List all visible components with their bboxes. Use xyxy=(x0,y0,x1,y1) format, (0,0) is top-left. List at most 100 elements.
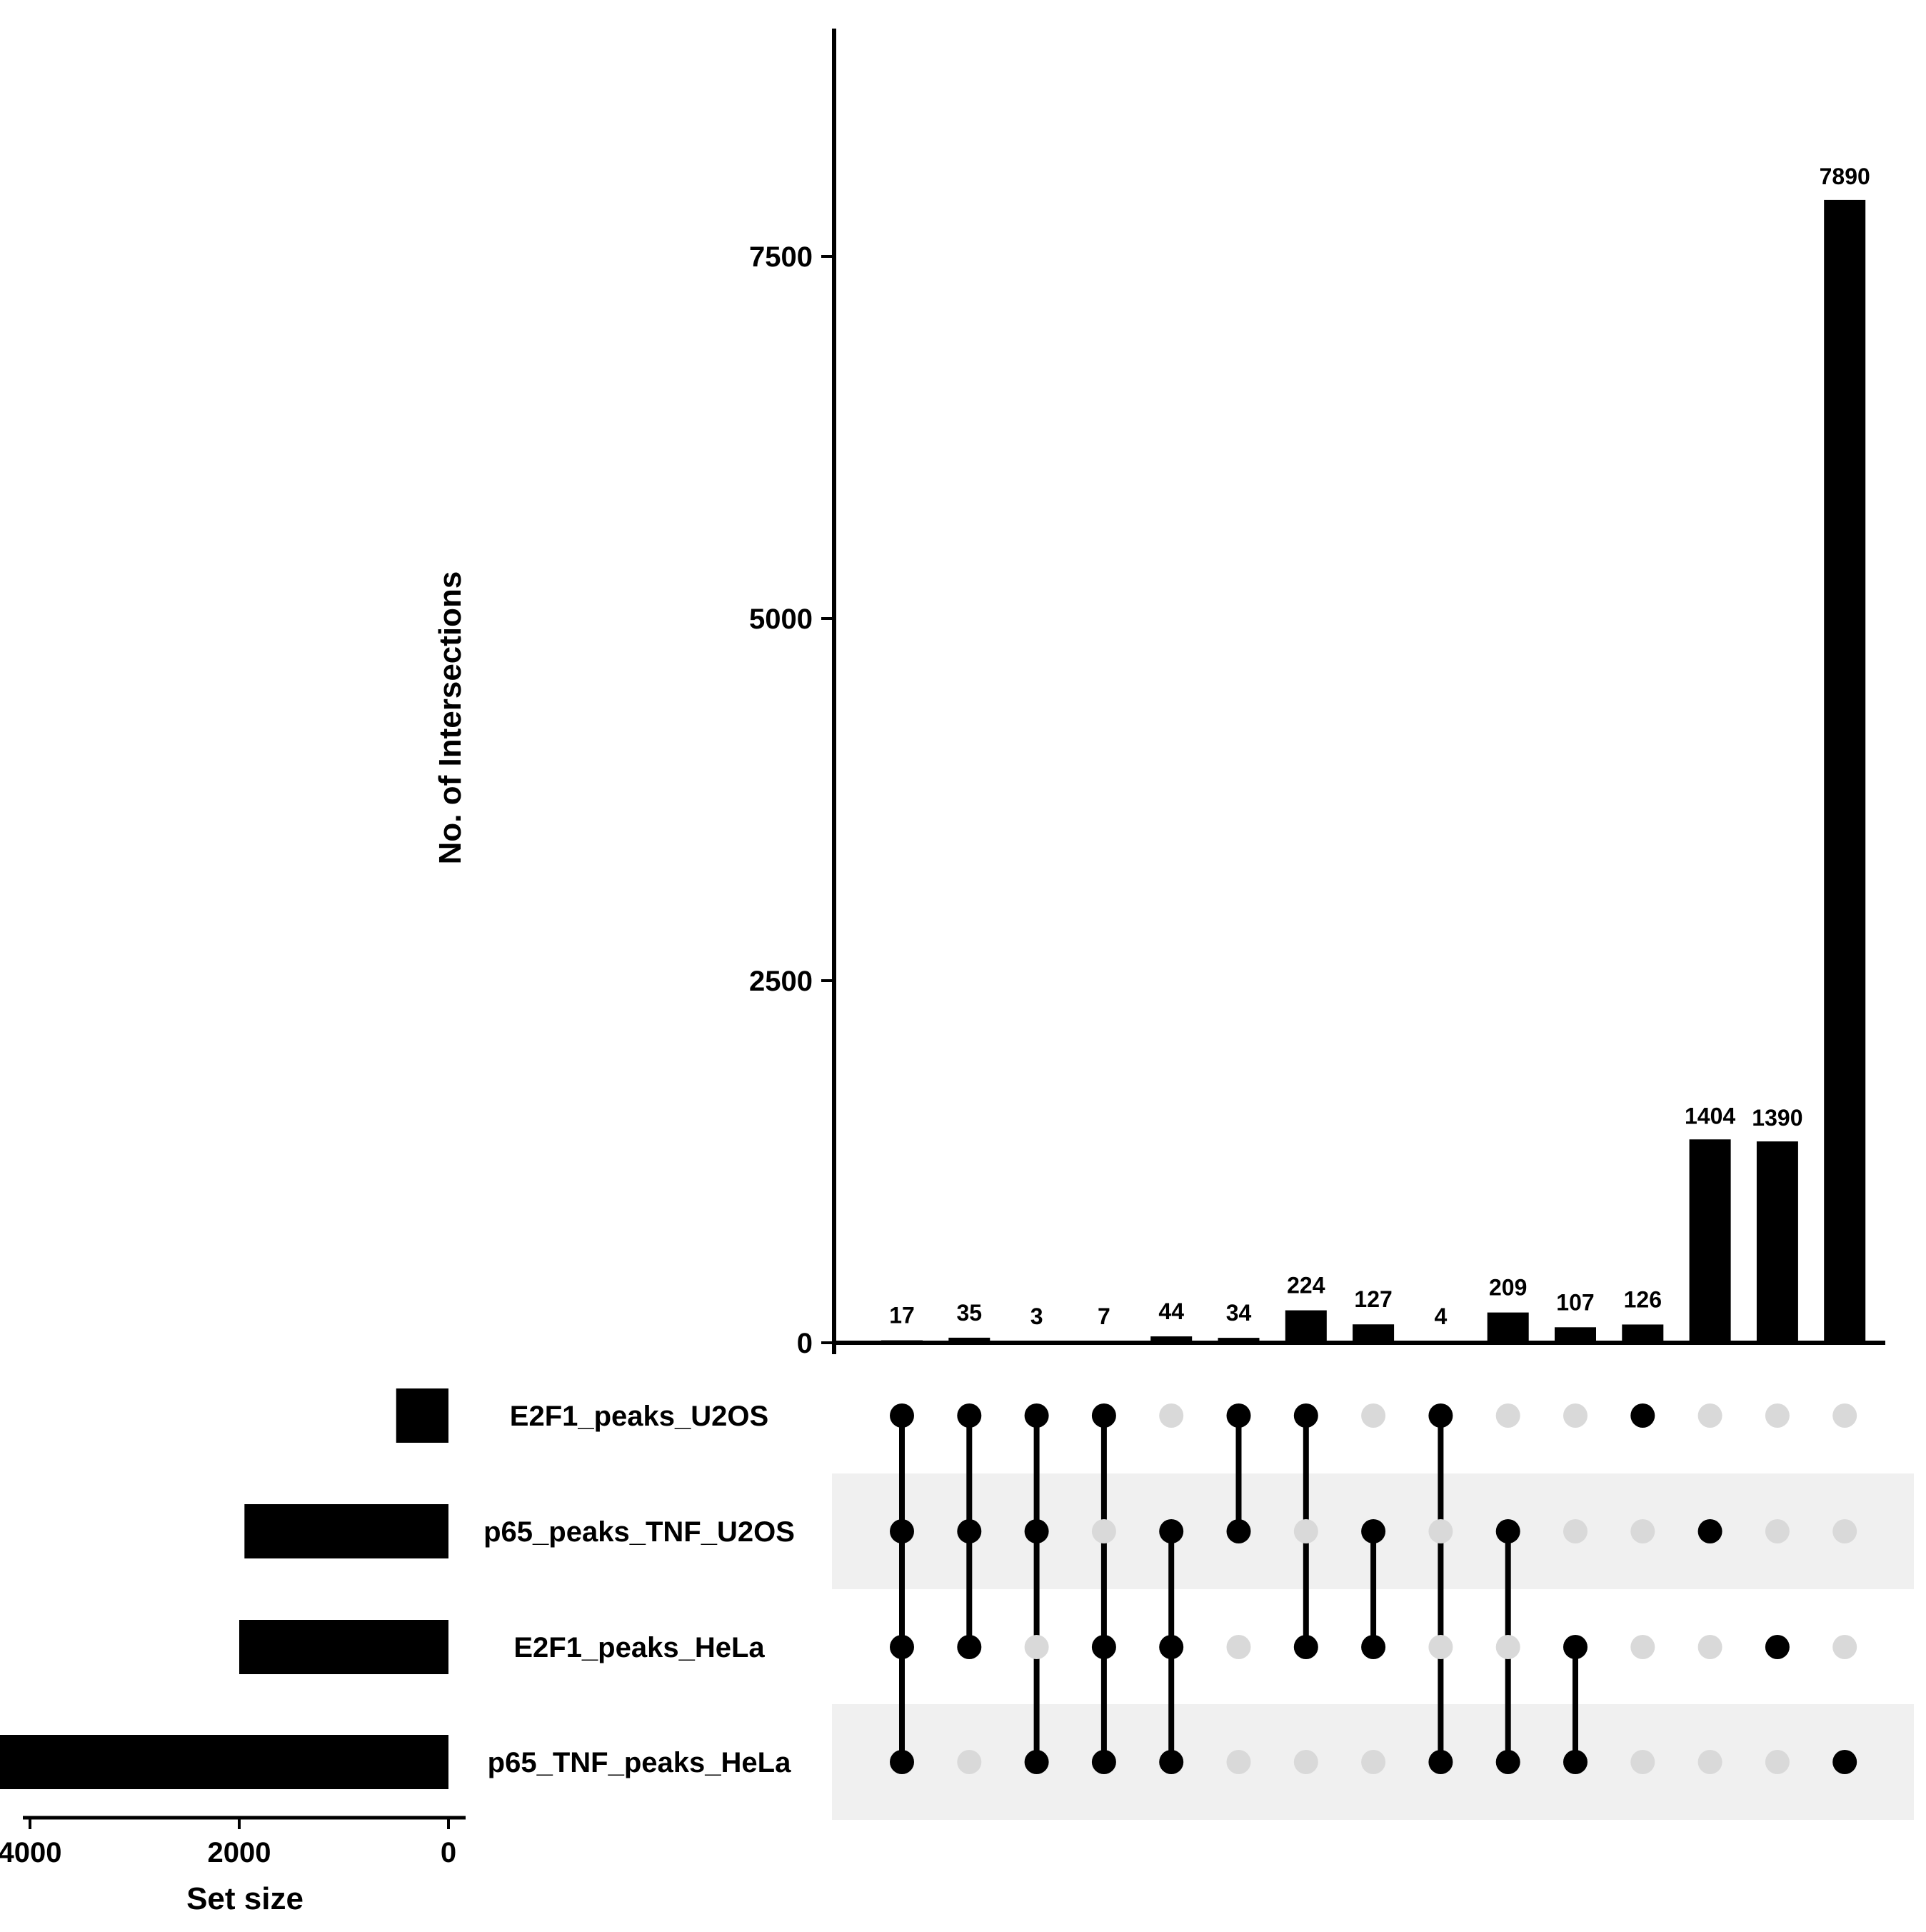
matrix-dot-active xyxy=(1293,1403,1318,1428)
intersection-bar xyxy=(1487,1312,1529,1343)
set-size-axis-title: Set size xyxy=(186,1881,304,1916)
intersection-value-label: 35 xyxy=(957,1300,983,1326)
matrix-dot-inactive xyxy=(1226,1750,1251,1774)
matrix-dot-inactive xyxy=(1630,1750,1655,1774)
intersection-bar xyxy=(1420,1341,1462,1343)
y-axis-title: No. of Intersections xyxy=(433,571,468,865)
set-size-tick-label: 2000 xyxy=(208,1837,271,1868)
matrix-dot-active xyxy=(957,1403,982,1428)
set-size-bar xyxy=(239,1620,448,1674)
intersection-value-label: 127 xyxy=(1354,1286,1392,1312)
matrix-dot-active xyxy=(1361,1519,1386,1543)
matrix-dot-inactive xyxy=(1832,1635,1857,1659)
matrix-dot-active xyxy=(1765,1635,1790,1659)
intersection-bar xyxy=(881,1340,923,1343)
intersection-value-label: 17 xyxy=(889,1303,915,1328)
matrix-dot-active xyxy=(1563,1750,1588,1774)
matrix-dot-inactive xyxy=(1428,1635,1453,1659)
intersection-bar xyxy=(1285,1310,1327,1343)
intersection-value-label: 1404 xyxy=(1685,1103,1735,1128)
y-tick-label: 7500 xyxy=(749,241,813,273)
matrix-dot-inactive xyxy=(1361,1750,1386,1774)
intersection-value-label: 34 xyxy=(1226,1300,1252,1326)
intersection-bar xyxy=(948,1337,990,1343)
matrix-dot-active xyxy=(890,1519,914,1543)
matrix-dot-active xyxy=(1024,1403,1049,1428)
matrix-dot-inactive xyxy=(1832,1519,1857,1543)
intersection-bar xyxy=(1555,1327,1596,1343)
intersection-bar xyxy=(1218,1338,1260,1343)
matrix-dot-active xyxy=(1226,1519,1251,1543)
matrix-dot-inactive xyxy=(1563,1403,1588,1428)
matrix-dot-active xyxy=(1293,1635,1318,1659)
intersection-value-label: 107 xyxy=(1556,1289,1594,1315)
matrix-dot-inactive xyxy=(1293,1750,1318,1774)
matrix-dot-inactive xyxy=(1697,1635,1722,1659)
matrix-dot-inactive xyxy=(1024,1635,1049,1659)
matrix-dot-inactive xyxy=(1697,1750,1722,1774)
matrix-dot-inactive xyxy=(1630,1635,1655,1659)
matrix-dot-inactive xyxy=(957,1750,982,1774)
matrix-dot-active xyxy=(1832,1750,1857,1774)
set-name-label: p65_peaks_TNF_U2OS xyxy=(483,1516,795,1548)
matrix-dot-inactive xyxy=(1361,1403,1386,1428)
matrix-dot-active xyxy=(1091,1750,1116,1774)
y-tick-label: 5000 xyxy=(749,604,813,635)
y-tick-label: 0 xyxy=(797,1328,813,1359)
intersection-value-label: 126 xyxy=(1624,1286,1662,1312)
matrix-dot-active xyxy=(1428,1403,1453,1428)
matrix-dot-inactive xyxy=(1765,1519,1790,1543)
matrix-dot-inactive xyxy=(1832,1403,1857,1428)
matrix-dot-active xyxy=(1226,1403,1251,1428)
matrix-dot-active xyxy=(1495,1750,1520,1774)
matrix-dot-active xyxy=(1024,1519,1049,1543)
set-name-label: E2F1_peaks_HeLa xyxy=(513,1632,765,1663)
matrix-dot-inactive xyxy=(1495,1403,1520,1428)
matrix-dot-active xyxy=(1091,1635,1116,1659)
matrix-dot-active xyxy=(957,1635,982,1659)
intersection-bar xyxy=(1015,1341,1058,1343)
intersection-bar xyxy=(1756,1141,1798,1343)
set-size-bar xyxy=(396,1388,448,1443)
matrix-dot-active xyxy=(1024,1750,1049,1774)
intersection-value-label: 1390 xyxy=(1752,1105,1802,1131)
set-size-bar xyxy=(244,1504,448,1558)
matrix-dot-active xyxy=(1563,1635,1588,1659)
matrix-dot-inactive xyxy=(1765,1750,1790,1774)
matrix-dot-active xyxy=(1428,1750,1453,1774)
matrix-dot-active xyxy=(1697,1519,1722,1543)
intersection-value-label: 7 xyxy=(1098,1303,1110,1329)
intersection-value-label: 4 xyxy=(1435,1303,1448,1329)
matrix-dot-inactive xyxy=(1563,1519,1588,1543)
matrix-dot-active xyxy=(890,1750,914,1774)
matrix-dot-inactive xyxy=(1091,1519,1116,1543)
matrix-dot-inactive xyxy=(1765,1403,1790,1428)
intersection-value-label: 7890 xyxy=(1820,164,1870,189)
intersection-value-label: 209 xyxy=(1489,1275,1527,1301)
intersection-bar xyxy=(1150,1336,1193,1343)
matrix-dot-inactive xyxy=(1159,1403,1184,1428)
intersection-value-label: 44 xyxy=(1158,1298,1184,1324)
matrix-dot-inactive xyxy=(1495,1635,1520,1659)
matrix-dot-inactive xyxy=(1293,1519,1318,1543)
y-tick-label: 2500 xyxy=(749,966,813,997)
intersection-bar xyxy=(1083,1341,1125,1343)
matrix-dot-active xyxy=(1159,1519,1184,1543)
matrix-dot-inactive xyxy=(1428,1519,1453,1543)
matrix-dot-active xyxy=(890,1403,914,1428)
matrix-dot-active xyxy=(957,1519,982,1543)
matrix-dot-inactive xyxy=(1697,1403,1722,1428)
matrix-dot-active xyxy=(1361,1635,1386,1659)
set-size-bar xyxy=(0,1735,449,1789)
set-size-tick-label: 4000 xyxy=(0,1837,61,1868)
matrix-dot-active xyxy=(1495,1519,1520,1543)
matrix-dot-active xyxy=(1091,1403,1116,1428)
intersection-bar xyxy=(1689,1139,1731,1343)
matrix-dot-active xyxy=(1159,1635,1184,1659)
intersection-bar xyxy=(1622,1324,1664,1343)
intersection-value-label: 3 xyxy=(1030,1303,1043,1329)
intersection-bar xyxy=(1824,199,1866,1343)
intersection-bar xyxy=(1353,1324,1395,1343)
